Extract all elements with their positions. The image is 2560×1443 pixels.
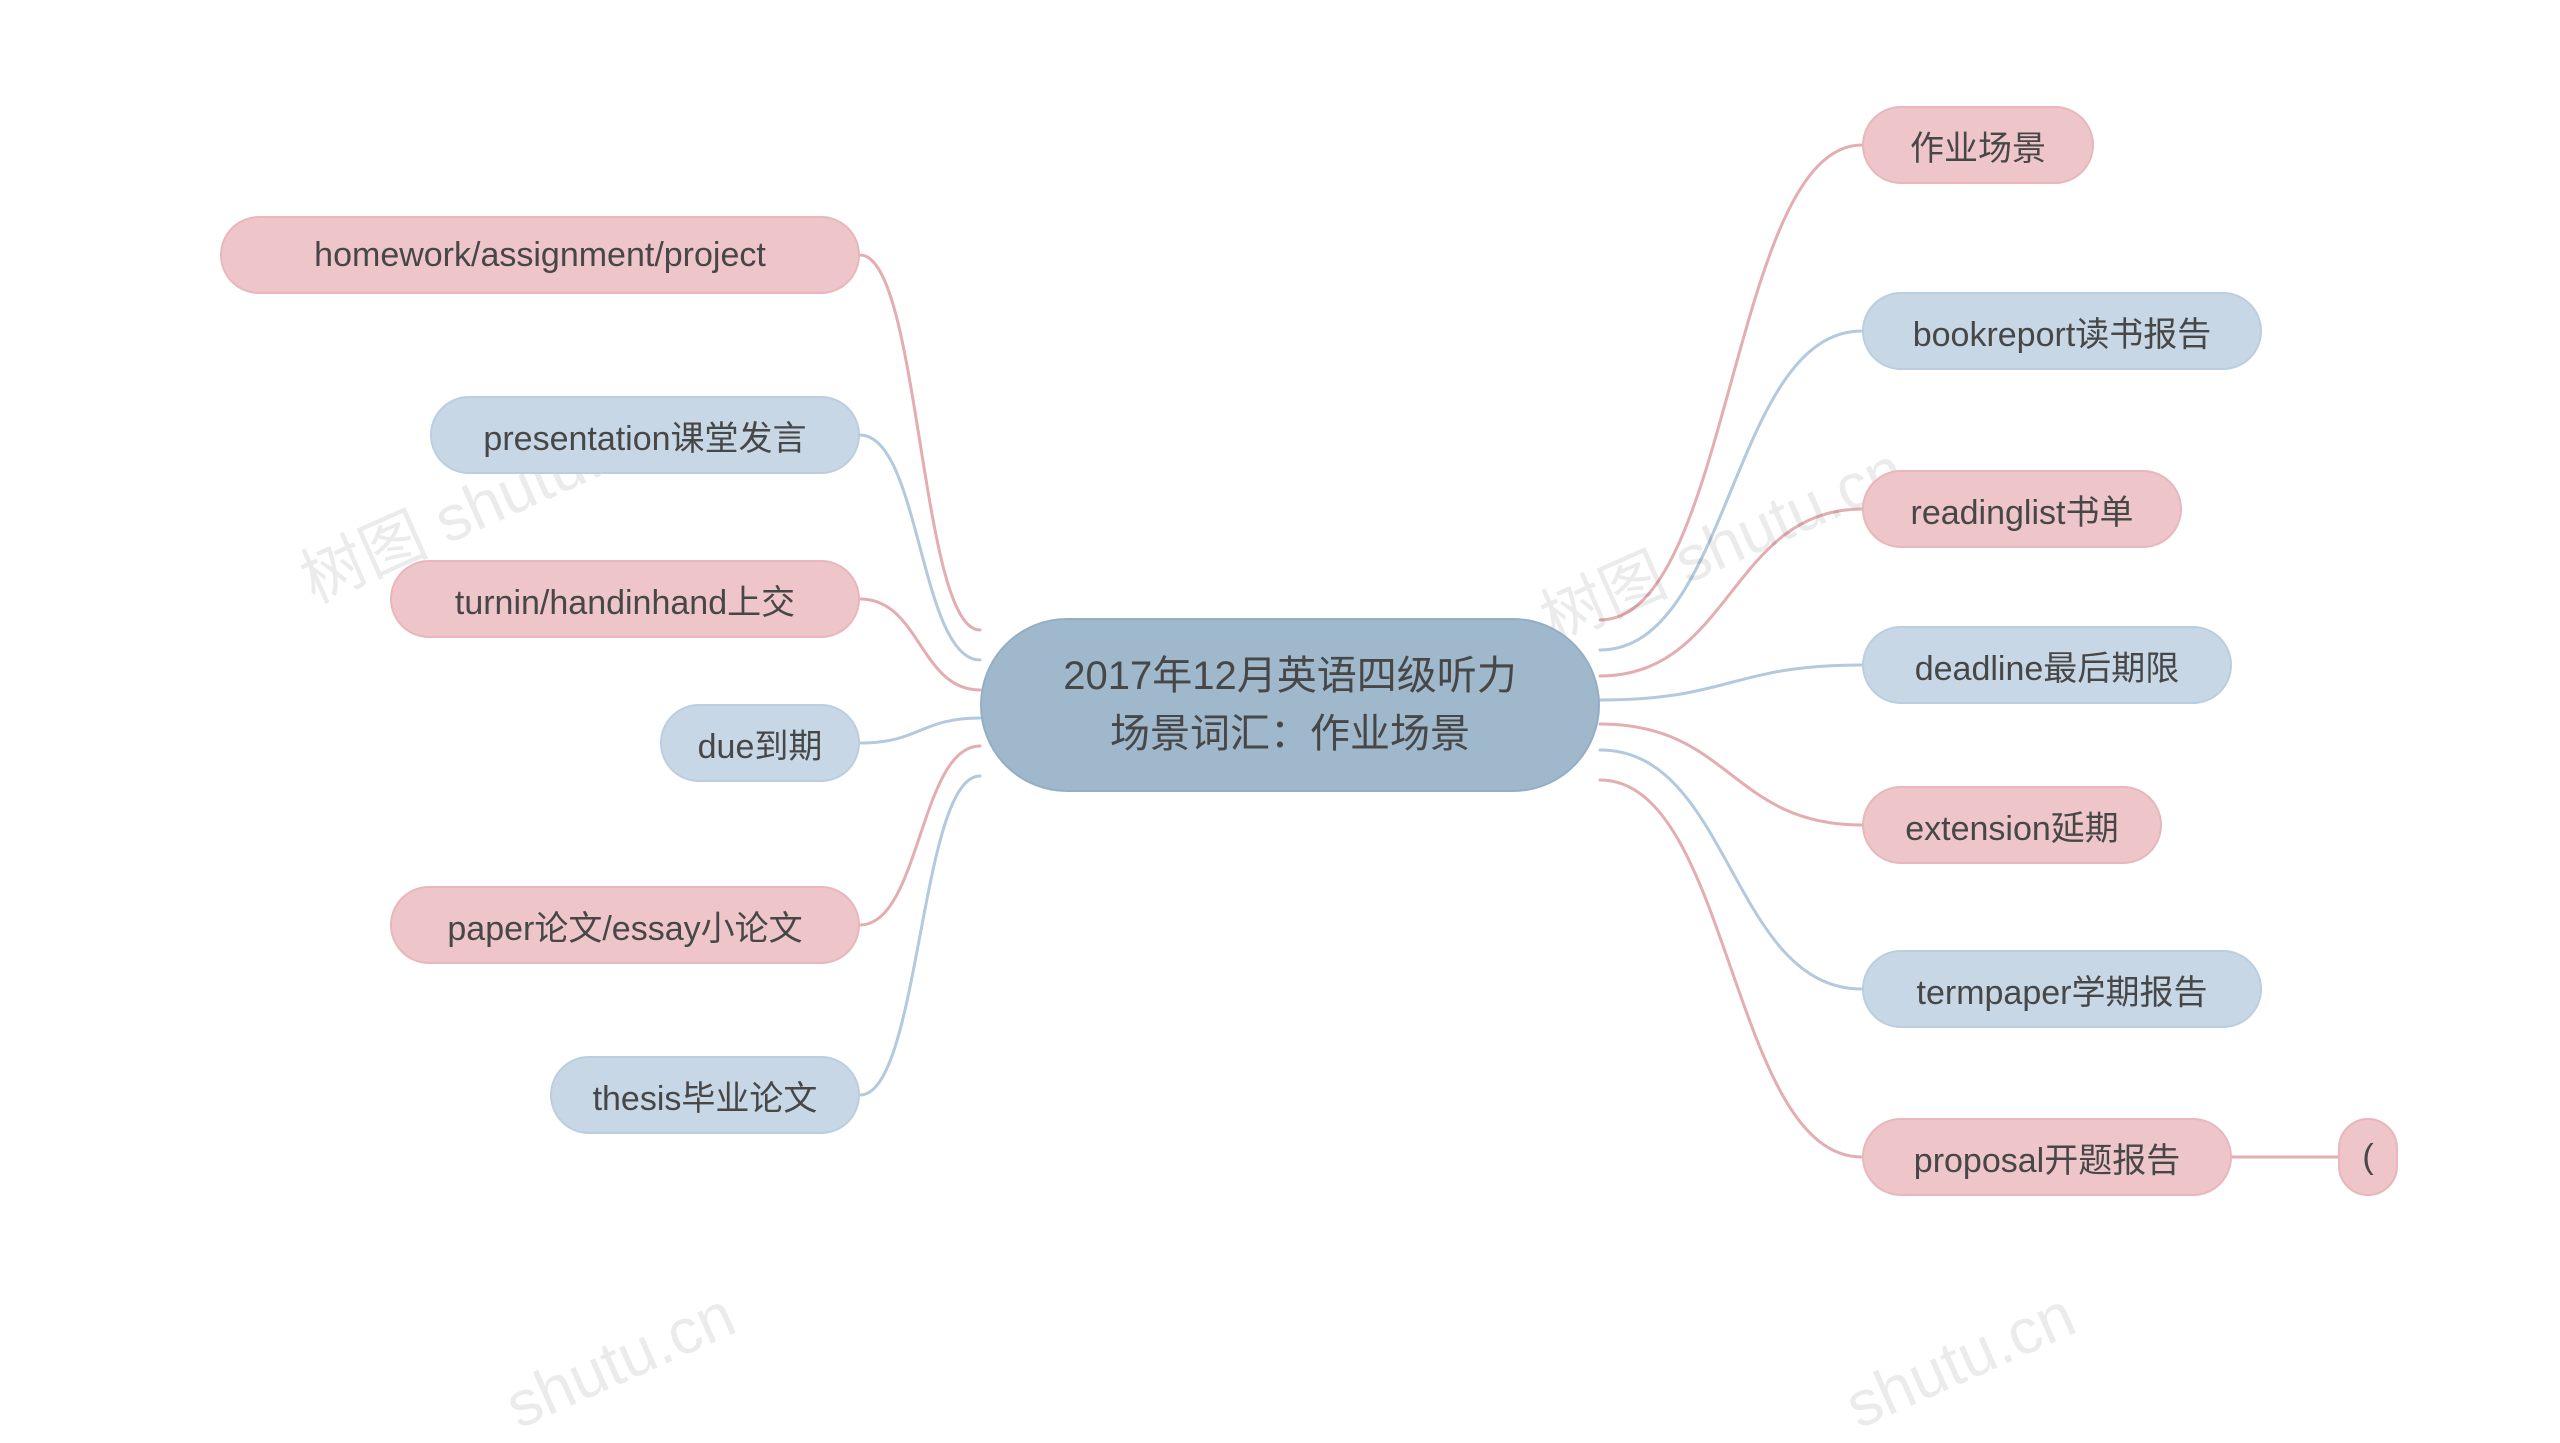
left-node-4: paper论文/essay小论文 [390,886,860,964]
left-node-5: thesis毕业论文 [550,1056,860,1134]
right-node-6: proposal开题报告 [1862,1118,2232,1196]
left-node-0: homework/assignment/project [220,216,860,294]
center-line-2: 场景词汇：作业场景 [1110,705,1470,763]
left-node-3: due到期 [660,704,860,782]
left-node-1: presentation课堂发言 [430,396,860,474]
right-node-6-extra: ( [2338,1118,2398,1196]
right-node-0: 作业场景 [1862,106,2094,184]
left-node-2: turnin/handinhand上交 [390,560,860,638]
right-node-1: bookreport读书报告 [1862,292,2262,370]
right-node-5: termpaper学期报告 [1862,950,2262,1028]
right-node-2: readinglist书单 [1862,470,2182,548]
center-line-1: 2017年12月英语四级听力 [1063,647,1516,705]
right-node-3: deadline最后期限 [1862,626,2232,704]
right-node-4: extension延期 [1862,786,2162,864]
watermark: 树图 shutu.cn [1524,419,1916,661]
watermark: shutu.cn [1834,1277,2085,1443]
mindmap-canvas: 树图 shutu.cn树图 shutu.cnshutu.cnshutu.cn20… [0,0,2560,1392]
center-node: 2017年12月英语四级听力场景词汇：作业场景 [980,618,1600,792]
watermark: shutu.cn [494,1277,745,1443]
